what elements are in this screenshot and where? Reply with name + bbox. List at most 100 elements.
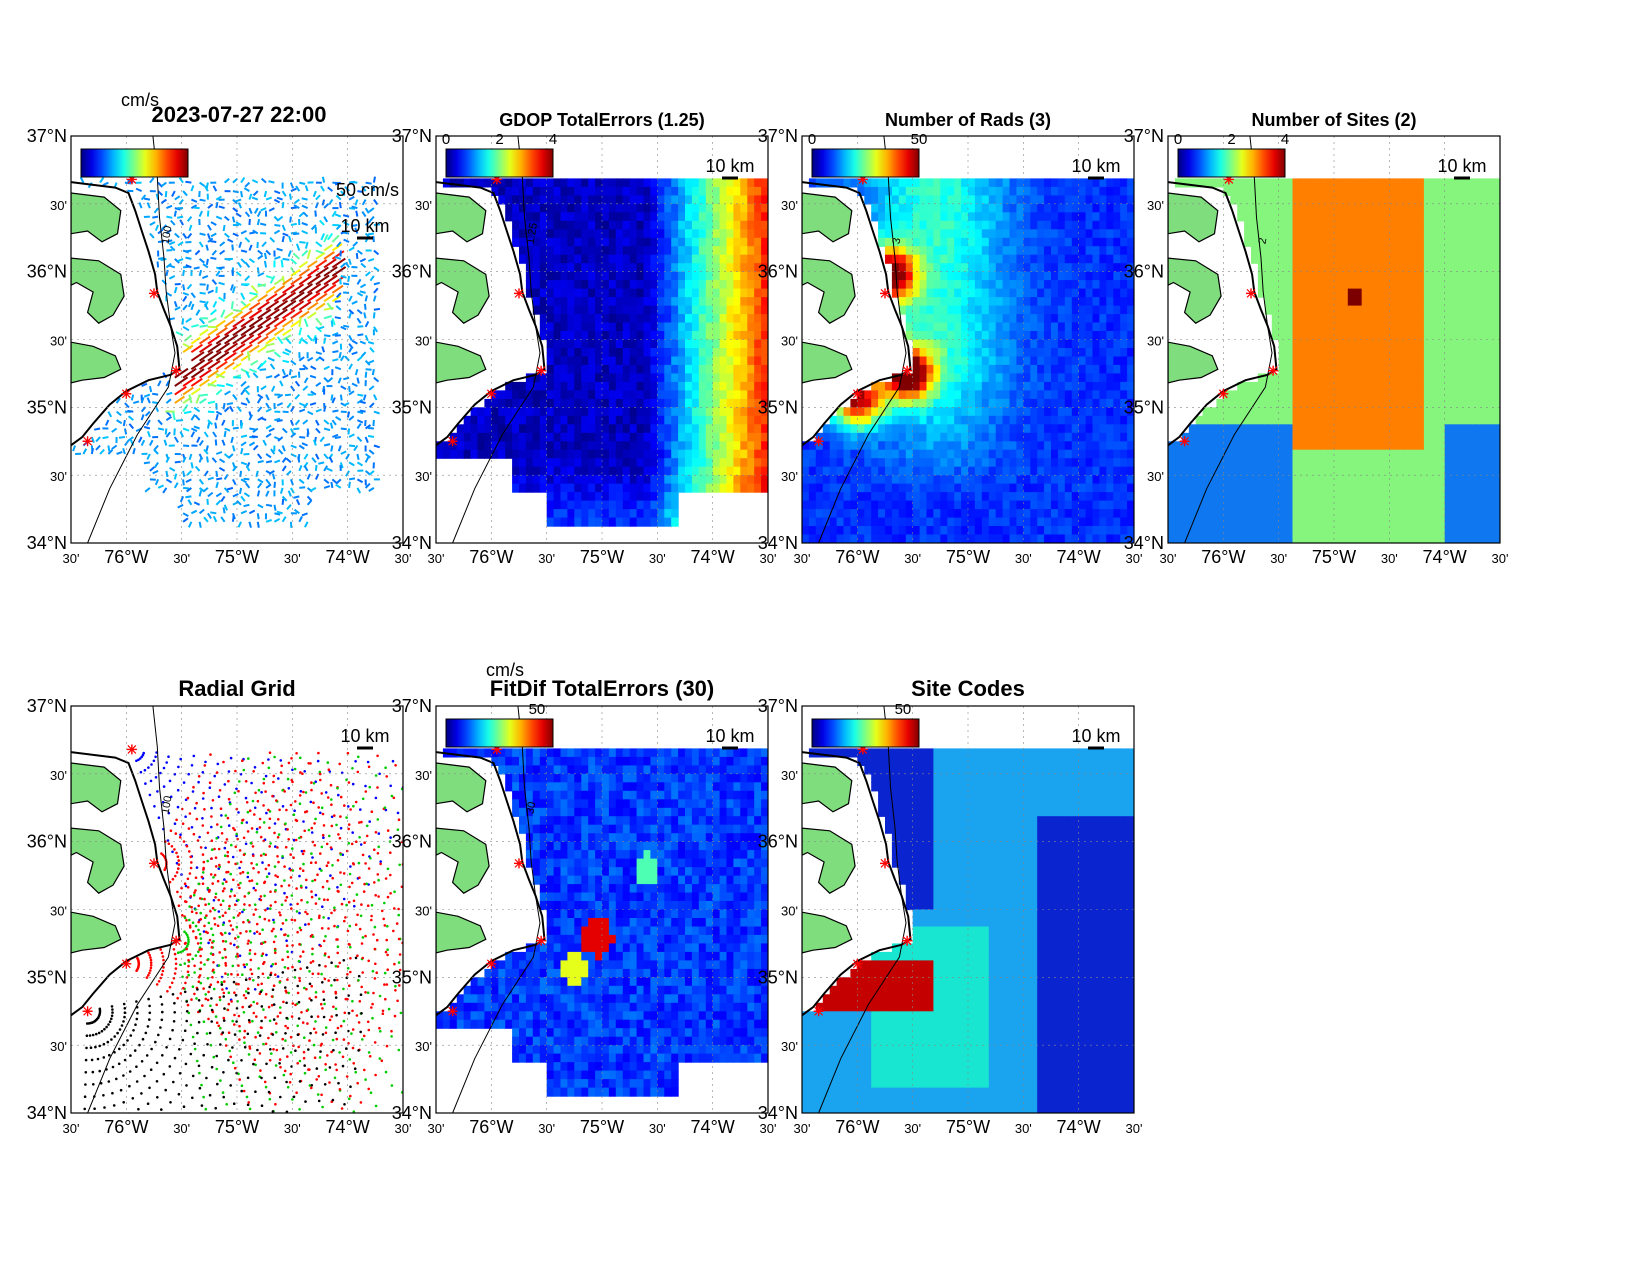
x-tick-label: 30' [428,1121,445,1136]
panel-plot-area: 2 [1168,136,1500,543]
y-tick-label: 30' [50,198,67,213]
timestamp-title: 2023-07-27 22:00 [152,102,327,127]
x-tick-label: 74°W [326,547,370,567]
panel-plot-area: 1.25 [436,136,768,543]
site-marker-icon [171,365,182,376]
contour-label: 2 [1257,237,1270,245]
axes-frame [801,135,1135,544]
land-mass [71,762,122,813]
x-tick-label: 75°W [946,1117,990,1137]
y-tick-label: 30' [415,469,432,484]
isobath-100m [818,706,907,1113]
colorbar-tick-label: 4 [1281,131,1289,148]
x-tick-label: 30' [794,1121,811,1136]
panel-num-rads: 330' 76°W 30' 75°W 30' 74°W 30'37°N30'36°N30'3… [758,110,1143,567]
land [436,762,490,954]
x-tick-label: 74°W [691,1117,735,1137]
y-tick-label: 30' [415,198,432,213]
panel-title: FitDif TotalErrors (30) [490,676,715,701]
axes-frame [70,135,404,544]
x-tick-label: 30' [63,551,80,566]
contour-label: 1.25 [525,222,541,245]
colorbar-tick-label: 50 [911,131,928,148]
land-mass [436,192,487,243]
isobath-100m [1184,136,1273,543]
x-tick-label: 30' [649,551,666,566]
y-tick-label: 37°N [392,696,432,716]
radar-sites [447,174,547,447]
x-tick-label: 30' [538,1121,555,1136]
colorbar [445,148,554,178]
contour-label: 100 [160,795,175,815]
site-marker-icon [902,935,913,946]
panel-radial-grid: 100 30' 76°W 30' 75°W 30' 74°W 30' 37°N 30' 36°N 30… [27,676,412,1137]
x-tick-label: 30' [395,1121,412,1136]
axes-frame [435,705,769,1114]
scale-bar-label: 10 km [340,216,389,236]
y-tick-label: 36°N [392,832,432,852]
site-marker-icon [852,958,863,969]
x-tick-label: 74°W [691,547,735,567]
y-tick-label: 30' [415,1039,432,1054]
field-cells [802,748,1134,1113]
site-marker-icon [149,858,159,869]
scale-bar-label: 10 km [1437,156,1486,176]
x-tick-label: 30' [649,1121,666,1136]
land [802,192,856,384]
site-marker-icon [486,388,497,399]
colorbar-tick-label: 50 [529,701,546,718]
isobath-100m [452,136,541,543]
panel-plot-area: 30 [436,706,768,1113]
land-mass [71,911,122,954]
land-mass [802,827,856,894]
y-tick-label: 37°N [27,126,67,146]
grid-lines [1168,136,1500,543]
x-tick-label: 75°W [580,1117,624,1137]
vector-arrows [72,176,381,528]
land-mass [71,257,125,324]
site-marker-icon [1246,288,1256,299]
colorbar [445,718,554,748]
grid-lines [802,706,1134,1113]
y-tick-label: 30' [781,904,798,919]
site-marker-icon [1179,436,1190,447]
panel-gdop: 1.25 30' 76°W 30' 75°W 30' 74°W 30' 37°N 30' 36°N 3… [392,110,777,567]
x-tick-label: 30' [760,551,777,566]
y-tick-label: 36°N [758,262,798,282]
y-tick-label: 30' [415,904,432,919]
isobath-100m [87,136,176,543]
colorbar-tick-label: 50 [895,701,912,718]
panel-fitdif: 30 30' 76°W 30' 75°W 30' 74°W 30' 37°N 30' 36°N 30'… [392,660,777,1137]
field-cells [802,178,1134,543]
panel-plot-area: 100 [71,706,403,1113]
y-tick-label: 37°N [758,126,798,146]
radar-sites [82,744,182,1017]
x-tick-label: 30' [1160,551,1177,566]
land-mass [802,341,853,384]
x-tick-label: 74°W [1057,547,1101,567]
colorbar-tick-label: 2 [1227,131,1235,148]
land-mass [802,762,853,813]
grid-lines [802,136,1134,543]
scale-bar-label: 10 km [705,726,754,746]
grid-lines [71,706,403,1113]
axes-frame [801,705,1135,1114]
site-marker-icon [813,436,824,447]
site-marker-icon [126,744,137,755]
land [71,192,125,384]
y-tick-label: 30' [50,334,67,349]
x-tick-label: 74°W [1423,547,1467,567]
x-tick-label: 76°W [1201,547,1245,567]
axes-frame [435,135,769,544]
colorbar-units: cm/s [486,660,524,680]
y-tick-label: 35°N [27,967,67,987]
site-marker-icon [536,935,547,946]
x-tick-label: 30' [63,1121,80,1136]
y-tick-label: 30' [781,469,798,484]
contour-label: 3 [891,237,904,245]
isobath-100m [818,136,907,543]
land [1168,192,1222,384]
land-mass [436,911,487,954]
colorbar-tick-label: 4 [549,131,557,148]
